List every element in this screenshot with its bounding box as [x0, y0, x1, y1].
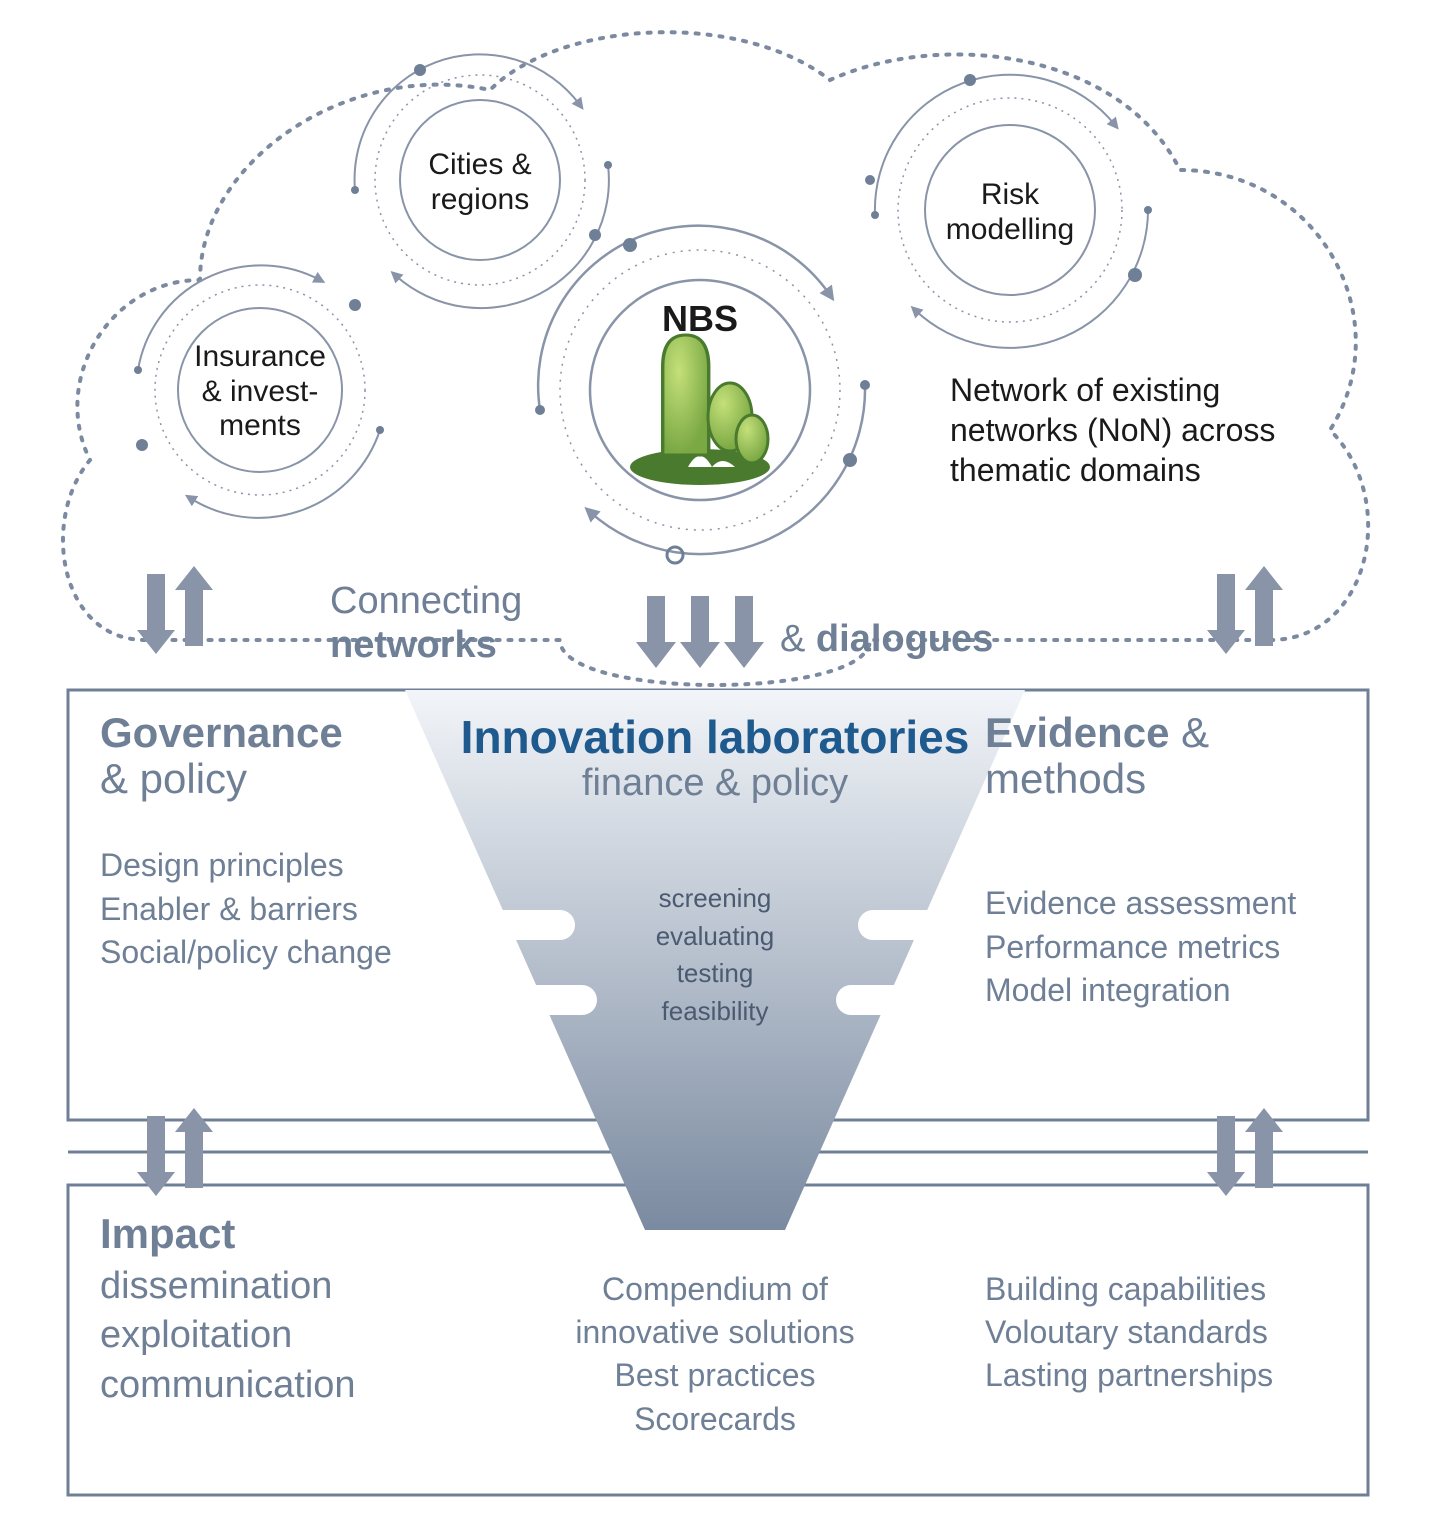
funnel-steps: screening evaluating testing feasibility [565, 880, 865, 1031]
orbit-risk-label: Risk modelling [920, 178, 1100, 247]
innovation-title: Innovation laboratories [405, 710, 1025, 764]
governance-block: Governance & policy Design principles En… [100, 710, 420, 974]
dialogues-label: & dialogues [780, 618, 993, 661]
orbit-nbs-label: NBS [640, 298, 760, 340]
non-description: Network of existing networks (NoN) acros… [950, 370, 1310, 490]
orbit-nbs [538, 226, 865, 563]
outputs-center: Compendium of innovative solutions Best … [520, 1268, 910, 1441]
evidence-block: Evidence & methods Evidence assessment P… [985, 710, 1345, 1012]
outputs-right: Building capabilities Voloutary standard… [985, 1268, 1345, 1398]
orbit-cities-label: Cities & regions [400, 148, 560, 217]
connecting-label: Connecting networks [330, 580, 522, 667]
arrows-triple-down [636, 596, 764, 668]
innovation-subtitle: finance & policy [405, 762, 1025, 805]
orbit-insurance-label: Insurance & invest- ments [175, 340, 345, 444]
innovation-title-block: Innovation laboratories finance & policy [405, 710, 1025, 805]
impact-block: Impact dissemination exploitation commun… [100, 1210, 460, 1410]
